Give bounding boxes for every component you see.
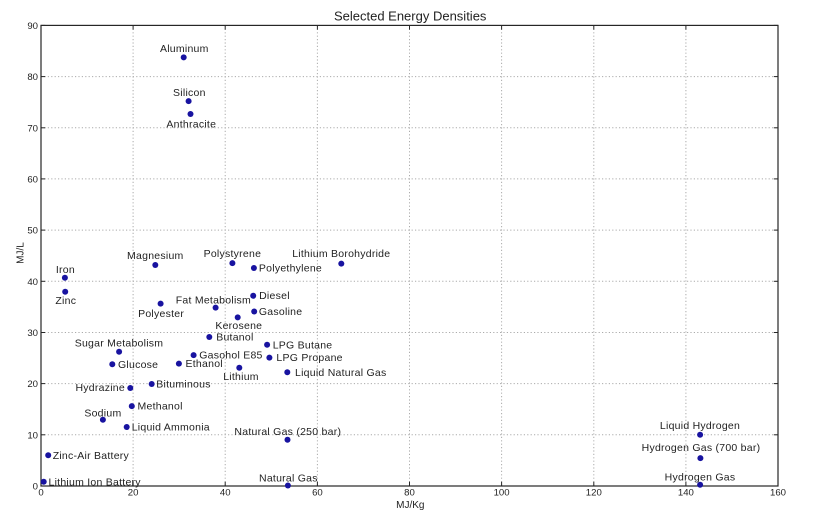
svg-text:Lithium Ion Battery: Lithium Ion Battery bbox=[49, 476, 142, 488]
svg-text:20: 20 bbox=[128, 488, 139, 499]
svg-text:Kerosene: Kerosene bbox=[215, 320, 262, 332]
svg-text:30: 30 bbox=[27, 328, 38, 339]
svg-text:Polystyrene: Polystyrene bbox=[204, 248, 262, 260]
svg-text:Natural Gas: Natural Gas bbox=[259, 472, 318, 484]
svg-text:Methanol: Methanol bbox=[138, 401, 183, 413]
svg-text:MJ/L: MJ/L bbox=[16, 242, 27, 264]
svg-text:80: 80 bbox=[404, 488, 415, 499]
svg-text:Diesel: Diesel bbox=[259, 290, 290, 302]
svg-text:Polyester: Polyester bbox=[138, 308, 184, 320]
svg-text:20: 20 bbox=[27, 379, 38, 390]
svg-text:Ethanol: Ethanol bbox=[186, 358, 223, 370]
svg-text:50: 50 bbox=[27, 226, 38, 237]
svg-text:0: 0 bbox=[33, 482, 38, 493]
svg-text:90: 90 bbox=[27, 21, 38, 32]
svg-text:Hydrogen Gas: Hydrogen Gas bbox=[665, 472, 736, 484]
svg-text:Hydrazine: Hydrazine bbox=[75, 382, 125, 394]
svg-text:Hydrogen Gas (700 bar): Hydrogen Gas (700 bar) bbox=[642, 442, 761, 454]
svg-text:Zinc: Zinc bbox=[55, 295, 76, 307]
svg-text:Zinc-Air Battery: Zinc-Air Battery bbox=[53, 450, 130, 462]
svg-text:Liquid Ammonia: Liquid Ammonia bbox=[132, 422, 210, 434]
svg-text:LPG Propane: LPG Propane bbox=[276, 352, 342, 364]
svg-text:140: 140 bbox=[678, 488, 694, 499]
svg-text:40: 40 bbox=[27, 277, 38, 288]
svg-text:Aluminum: Aluminum bbox=[160, 43, 209, 55]
svg-text:Butanol: Butanol bbox=[216, 332, 253, 344]
svg-text:Liquid Natural Gas: Liquid Natural Gas bbox=[295, 367, 386, 379]
svg-text:10: 10 bbox=[27, 430, 38, 441]
svg-text:Gasoline: Gasoline bbox=[259, 306, 302, 318]
svg-text:Bituminous: Bituminous bbox=[156, 379, 210, 391]
svg-text:LPG Butane: LPG Butane bbox=[273, 340, 333, 352]
svg-text:Polyethylene: Polyethylene bbox=[259, 263, 322, 275]
svg-text:Lithium: Lithium bbox=[223, 371, 259, 383]
svg-text:Glucose: Glucose bbox=[118, 359, 158, 371]
svg-text:Sugar Metabolism: Sugar Metabolism bbox=[75, 338, 164, 350]
svg-text:Silicon: Silicon bbox=[173, 87, 206, 99]
svg-text:Anthracite: Anthracite bbox=[166, 119, 216, 131]
svg-text:Sodium: Sodium bbox=[84, 408, 121, 420]
svg-text:Liquid Hydrogen: Liquid Hydrogen bbox=[660, 420, 740, 432]
svg-text:80: 80 bbox=[27, 72, 38, 83]
svg-text:Magnesium: Magnesium bbox=[127, 250, 184, 262]
svg-text:160: 160 bbox=[770, 488, 786, 499]
svg-text:100: 100 bbox=[494, 488, 510, 499]
svg-text:Fat Metabolism: Fat Metabolism bbox=[176, 295, 251, 307]
svg-text:MJ/Kg: MJ/Kg bbox=[396, 500, 424, 511]
svg-text:120: 120 bbox=[586, 488, 602, 499]
svg-text:Natural Gas (250 bar): Natural Gas (250 bar) bbox=[234, 426, 341, 438]
svg-text:Iron: Iron bbox=[56, 264, 75, 276]
svg-text:60: 60 bbox=[312, 488, 323, 499]
svg-text:Lithium Borohydride: Lithium Borohydride bbox=[292, 248, 390, 260]
svg-text:40: 40 bbox=[220, 488, 231, 499]
svg-text:Selected Energy Densities: Selected Energy Densities bbox=[334, 9, 487, 24]
svg-text:0: 0 bbox=[38, 488, 43, 499]
svg-text:70: 70 bbox=[27, 123, 38, 134]
svg-text:Gasohol E85: Gasohol E85 bbox=[199, 350, 262, 362]
svg-text:60: 60 bbox=[27, 174, 38, 185]
